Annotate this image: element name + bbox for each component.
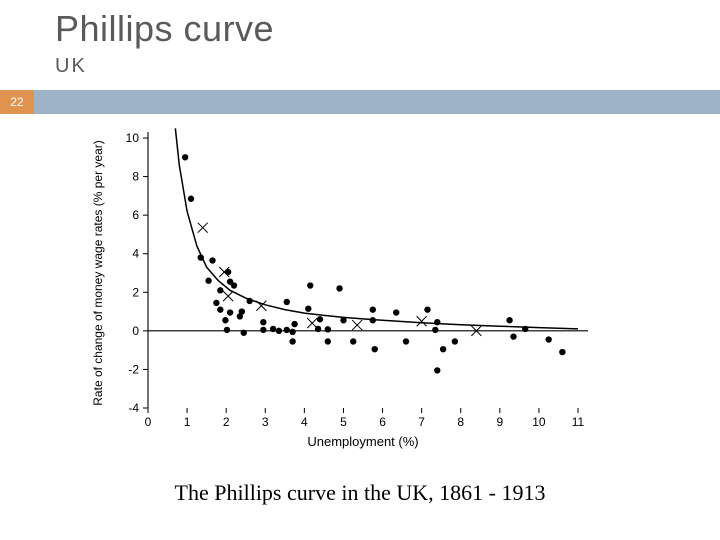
svg-text:6: 6 [379, 415, 386, 429]
svg-text:8: 8 [132, 170, 139, 184]
slide-title: Phillips curve [55, 8, 274, 50]
svg-text:Rate of change of money wage r: Rate of change of money wage rates (% pe… [91, 140, 105, 405]
svg-text:10: 10 [532, 415, 546, 429]
svg-text:Unemployment (%): Unemployment (%) [307, 434, 418, 449]
svg-text:3: 3 [262, 415, 269, 429]
svg-text:-2: -2 [128, 362, 139, 376]
svg-text:7: 7 [418, 415, 425, 429]
svg-text:2: 2 [223, 415, 230, 429]
svg-text:0: 0 [145, 415, 152, 429]
slide-subtitle: UK [55, 55, 87, 78]
chart-svg: 0 1 2 3 4 5 6 7 8 9 10 11 -4 -2 0 2 4 6 8 10 Unemployment (%… [78, 118, 598, 458]
page-bar: 22 [0, 90, 720, 114]
svg-text:8: 8 [457, 415, 464, 429]
svg-text:2: 2 [132, 285, 139, 299]
svg-text:11: 11 [572, 415, 585, 429]
svg-text:1: 1 [184, 415, 191, 429]
svg-text:9: 9 [496, 415, 503, 429]
chart-caption: The Phillips curve in the UK, 1861 - 191… [0, 480, 720, 506]
phillips-chart: 0 1 2 3 4 5 6 7 8 9 10 11 -4 -2 0 2 4 6 8 10 Unemployment (%… [78, 118, 598, 458]
svg-text:10: 10 [126, 131, 140, 145]
svg-text:6: 6 [132, 208, 139, 222]
svg-text:0: 0 [132, 324, 139, 338]
svg-text:5: 5 [340, 415, 347, 429]
svg-text:-4: -4 [128, 401, 139, 415]
page-bar-fill [34, 90, 720, 114]
page-number: 22 [0, 90, 34, 114]
svg-text:4: 4 [301, 415, 308, 429]
svg-text:4: 4 [132, 247, 139, 261]
